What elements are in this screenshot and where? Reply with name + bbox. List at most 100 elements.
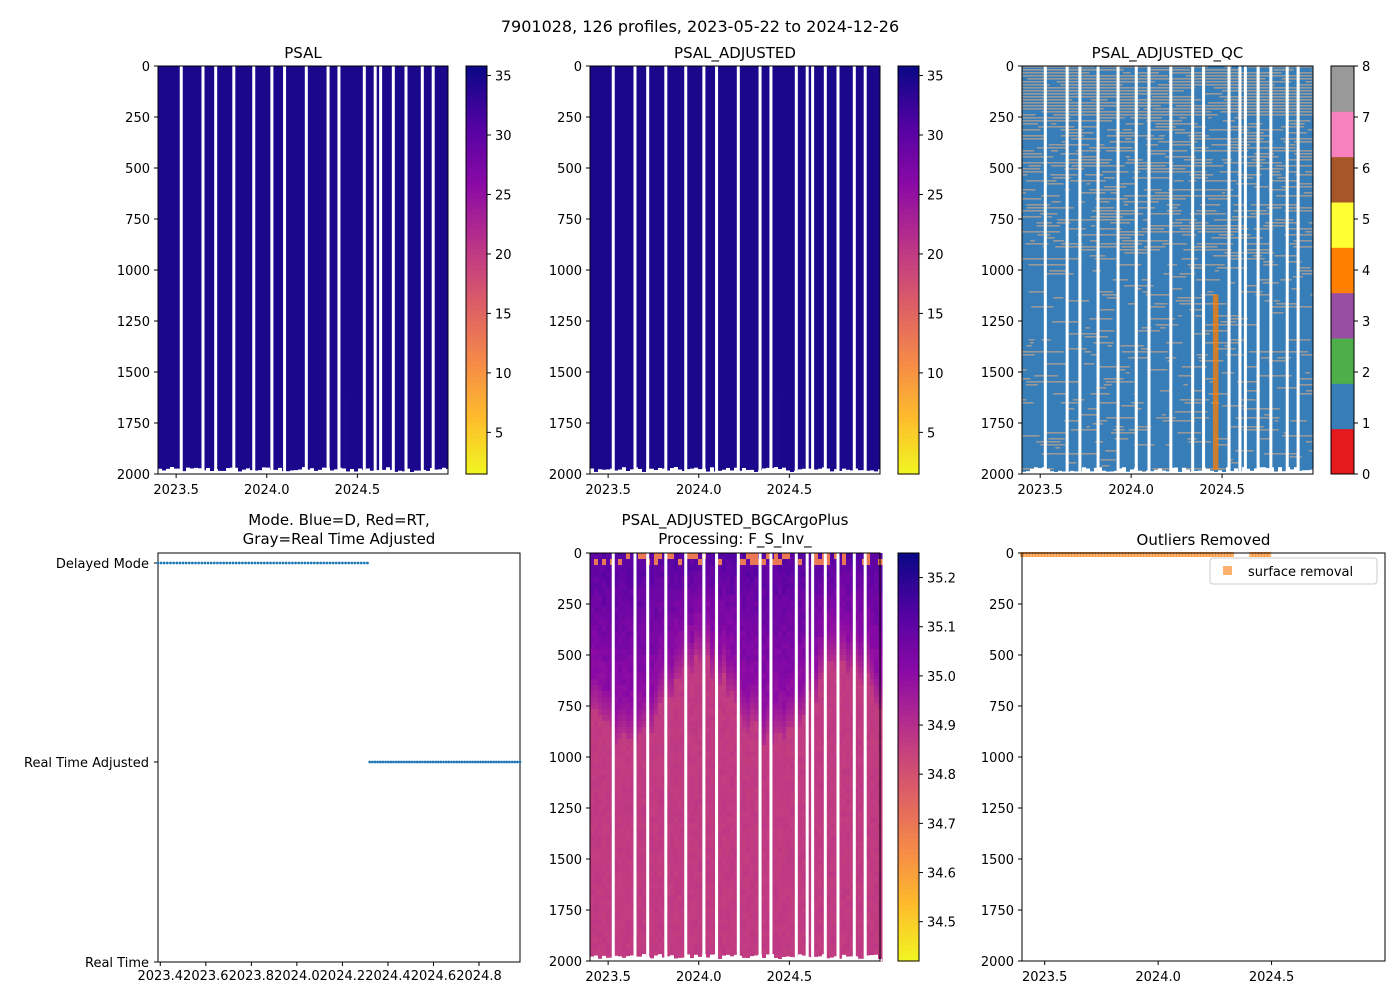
bgc-cell — [602, 925, 607, 932]
bgc-cell — [658, 721, 663, 728]
qc-noise — [1106, 297, 1120, 299]
bgc-cell — [742, 715, 747, 722]
bgc-cell — [718, 751, 723, 758]
bgc-cell — [662, 721, 667, 728]
bgc-cell — [622, 799, 627, 806]
bgc-cell — [650, 925, 655, 932]
bgc-cell — [642, 625, 647, 632]
qc-noise — [1178, 315, 1182, 317]
psal-colorbar-cell — [466, 76, 487, 82]
psal_adj-colorbar-cell — [898, 188, 919, 195]
bgc-cell — [618, 637, 623, 644]
qc-noise — [1208, 393, 1231, 395]
bgc-cell — [590, 751, 595, 758]
bgc-cell — [662, 727, 667, 734]
bgc-cell — [602, 841, 607, 848]
bgc-cell — [730, 715, 735, 722]
bgc-cell — [614, 613, 619, 620]
bgc-cell — [650, 757, 655, 764]
psal_adj-bottom — [850, 470, 854, 474]
qc-noise — [1273, 408, 1280, 410]
bgc-cell — [690, 565, 695, 572]
qc-noise — [1117, 87, 1142, 89]
bgc-cell — [674, 781, 679, 788]
bgc-cell — [666, 871, 671, 878]
bgc-cell — [698, 553, 703, 560]
bgc-cell — [762, 733, 767, 740]
bgc-cell — [750, 811, 755, 818]
bgc-cell — [606, 709, 611, 716]
bgc-cell — [618, 721, 623, 728]
mode-point — [381, 760, 385, 764]
qc-noise — [1083, 363, 1095, 365]
bgc-cell — [742, 589, 747, 596]
qc-bottom — [1118, 468, 1122, 474]
bgc-cell — [750, 895, 755, 902]
bgc-cell — [738, 895, 743, 902]
bgc-cell — [774, 859, 779, 866]
qc-noise — [1114, 210, 1139, 212]
qc-noise — [1105, 234, 1127, 236]
bgc-cell — [642, 685, 647, 692]
bgc-cell — [638, 901, 643, 908]
qc-noise — [1194, 99, 1201, 101]
bgc-cell — [762, 889, 767, 896]
qc-noise — [1268, 150, 1291, 152]
qc-noise — [1080, 81, 1097, 83]
bgc-cell — [754, 625, 759, 632]
qc-noise — [1038, 87, 1048, 89]
qc-noise — [1060, 153, 1083, 155]
psal-colorbar-cell — [466, 407, 487, 414]
bgc-cell — [778, 577, 783, 584]
psal_adj-colorbar-cell — [898, 346, 919, 353]
qc-noise — [1175, 84, 1185, 86]
qc-noise — [1231, 216, 1241, 218]
psal-colorbar-cell — [466, 305, 487, 312]
bgc-cell — [730, 823, 735, 830]
bgc-cell — [606, 841, 611, 848]
bgc-cell — [614, 757, 619, 764]
bgc-cell — [734, 661, 739, 668]
bgc-cell — [678, 889, 683, 896]
bgc-cell — [686, 823, 691, 830]
qc-noise — [1171, 111, 1178, 113]
qc-noise — [1161, 198, 1186, 200]
bgc-cell — [622, 739, 627, 746]
bgc-cell — [666, 841, 671, 848]
mode-point — [513, 760, 517, 764]
bgc-cell — [622, 871, 627, 878]
bgc-cell — [750, 721, 755, 728]
bgc-cell — [622, 919, 627, 926]
qc-noise — [1045, 105, 1063, 107]
bgc-cell — [678, 907, 683, 914]
bgc-cell — [666, 829, 671, 836]
bgc-cell — [738, 865, 743, 872]
bgc-cell — [706, 817, 711, 824]
bgc-cell — [738, 571, 743, 578]
bgc-cell — [662, 739, 667, 746]
qc-noise — [1056, 222, 1071, 224]
bgc-cell — [670, 631, 675, 638]
bgc-cell — [626, 703, 631, 710]
bgc-cell — [746, 577, 751, 584]
bgc-cell — [710, 577, 715, 584]
bgc-cell — [754, 823, 759, 830]
bgc-cell — [686, 613, 691, 620]
bgc-cell — [726, 781, 731, 788]
bgc-cell — [746, 691, 751, 698]
qc-noise — [1106, 150, 1111, 152]
bgc-cell — [742, 871, 747, 878]
bgc-cell — [706, 577, 711, 584]
psal-colorbar-cell — [466, 106, 487, 113]
bgc-cell — [710, 793, 715, 800]
qc-noise — [1120, 183, 1136, 185]
bgc-cell — [630, 625, 635, 632]
bgc-cell — [598, 739, 603, 746]
bgc-cell — [662, 865, 667, 872]
psal-colorbar-cell — [466, 295, 487, 302]
bgc-cell — [730, 601, 735, 608]
psal-bottom — [254, 470, 258, 474]
bgc-cell — [746, 835, 751, 842]
bgc-cell — [754, 739, 759, 746]
bgc-cell — [778, 673, 783, 680]
